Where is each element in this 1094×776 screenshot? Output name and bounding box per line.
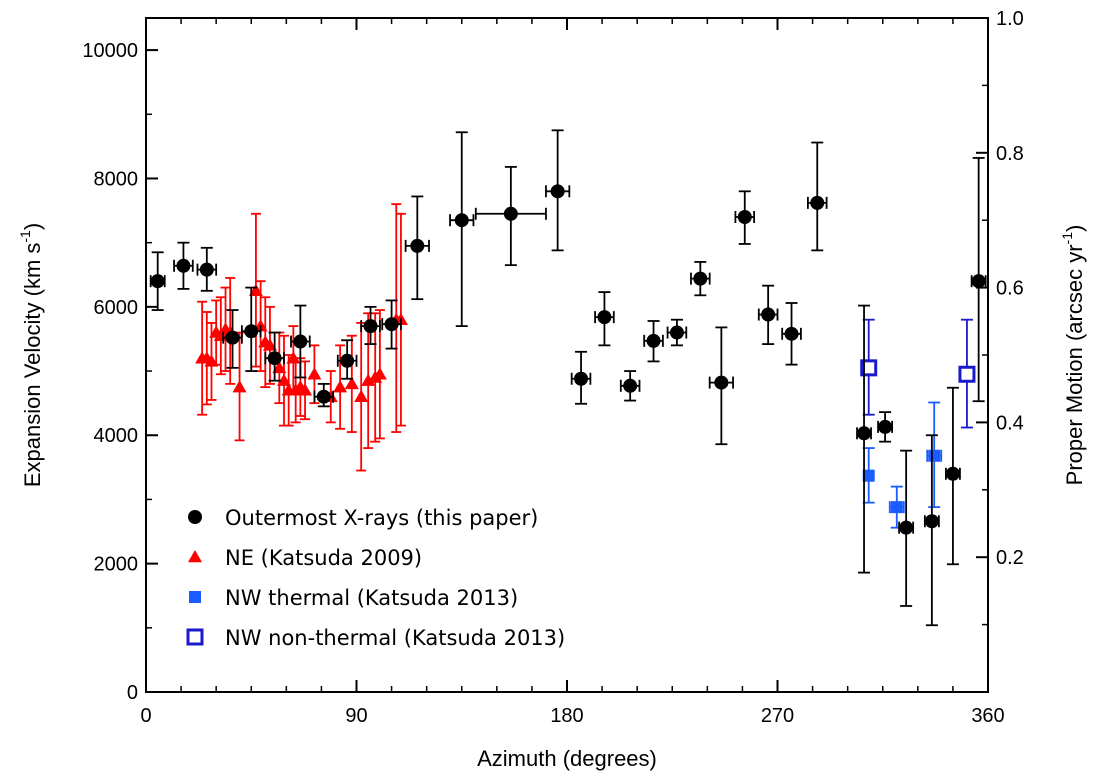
y-tick-label: 0	[127, 682, 138, 704]
data-point	[623, 378, 638, 393]
chart-marks	[149, 129, 987, 627]
series-square	[862, 401, 943, 529]
data-point	[503, 206, 518, 221]
data-point	[204, 354, 219, 367]
legend-marker	[186, 628, 204, 646]
series-open-square	[860, 318, 976, 429]
data-point	[761, 307, 776, 322]
legend-marker	[188, 550, 202, 563]
x-tick-label: 90	[345, 705, 367, 727]
data-point	[316, 389, 331, 404]
data-point	[899, 520, 914, 535]
data-point	[737, 209, 752, 224]
data-point	[372, 367, 387, 380]
data-point	[878, 419, 893, 434]
data-point	[307, 367, 322, 380]
data-point	[928, 449, 941, 462]
data-point	[862, 469, 875, 482]
data-point	[410, 238, 425, 253]
legend-label: Outermost X-rays (this paper)	[225, 506, 538, 530]
legend-marker	[189, 591, 201, 603]
legend-label: NE (Katsuda 2009)	[225, 546, 422, 570]
data-point	[810, 195, 825, 210]
data-point	[890, 501, 903, 514]
data-point	[262, 338, 277, 351]
data-point	[272, 360, 287, 374]
data-point	[714, 375, 729, 390]
y2-axis-title: Proper Motion (arcsec yr-1)	[1059, 225, 1087, 486]
legend-label: NW non-thermal (Katsuda 2013)	[225, 626, 565, 650]
legend: Outermost X-rays (this paper) NE (Katsuda…	[186, 506, 565, 650]
data-point	[150, 274, 165, 289]
y-tick-label: 6000	[94, 297, 139, 319]
y2-tick-label: 1.0	[996, 8, 1024, 30]
chart-axes: 0 90 180 270 360 0 2000 4000 6000 8000 10000 0.2 0.4…	[82, 8, 1023, 727]
data-point	[244, 324, 259, 339]
data-point	[267, 351, 282, 366]
data-point	[293, 334, 308, 349]
data-point	[784, 326, 799, 341]
y-axis-title: Expansion Velocity (km s-1)	[17, 223, 45, 487]
data-point	[693, 271, 708, 286]
data-point	[454, 213, 469, 228]
y2-tick-label: 0.2	[996, 547, 1024, 569]
y2-tick-label: 0.4	[996, 412, 1024, 434]
x-tick-label: 270	[761, 705, 794, 727]
y-tick-label: 10000	[82, 40, 138, 62]
x-tick-label: 360	[971, 705, 1004, 727]
data-point	[363, 319, 378, 334]
y-tick-label: 2000	[94, 554, 139, 576]
data-point	[354, 389, 369, 402]
data-point	[384, 317, 399, 332]
data-point	[860, 359, 878, 377]
data-point	[669, 325, 684, 340]
x-tick-label: 180	[550, 705, 583, 727]
y2-tick-label: 0.6	[996, 278, 1024, 300]
y2-tick-label: 0.8	[996, 143, 1024, 165]
data-point	[646, 333, 661, 348]
data-point	[361, 373, 376, 386]
legend-marker	[188, 510, 202, 524]
data-point	[333, 380, 348, 393]
x-tick-label: 0	[140, 705, 151, 727]
x-axis-title: Azimuth (degrees)	[477, 746, 657, 771]
data-point	[971, 274, 986, 289]
data-point	[550, 184, 565, 199]
data-point	[857, 426, 872, 441]
data-point	[298, 383, 313, 396]
y-tick-label: 8000	[94, 168, 139, 190]
data-point	[958, 365, 976, 383]
data-point	[225, 330, 240, 345]
data-point	[924, 514, 939, 529]
data-point	[248, 283, 263, 297]
series-circle	[149, 129, 987, 627]
y-tick-label: 4000	[94, 425, 139, 447]
data-point	[176, 258, 191, 273]
data-point	[199, 262, 214, 277]
legend-label: NW thermal (Katsuda 2013)	[225, 586, 518, 610]
data-point	[574, 371, 589, 386]
data-point	[232, 380, 247, 393]
data-point	[597, 310, 612, 325]
data-point	[276, 373, 291, 386]
data-point	[945, 466, 960, 481]
data-point	[340, 353, 355, 368]
data-point	[344, 376, 359, 390]
